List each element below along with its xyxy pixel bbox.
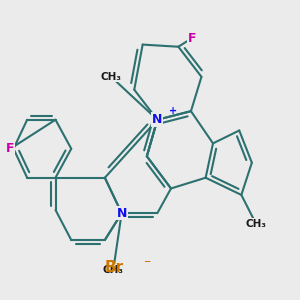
Text: CH₃: CH₃: [100, 72, 122, 82]
Text: F: F: [6, 142, 15, 155]
Text: ⁻: ⁻: [143, 257, 151, 271]
Text: N: N: [116, 207, 127, 220]
Text: +: +: [169, 106, 178, 116]
Text: F: F: [188, 32, 196, 45]
Text: Br: Br: [104, 260, 124, 274]
Text: N: N: [152, 113, 163, 126]
Text: CH₃: CH₃: [245, 219, 266, 229]
Text: CH₃: CH₃: [103, 265, 124, 275]
